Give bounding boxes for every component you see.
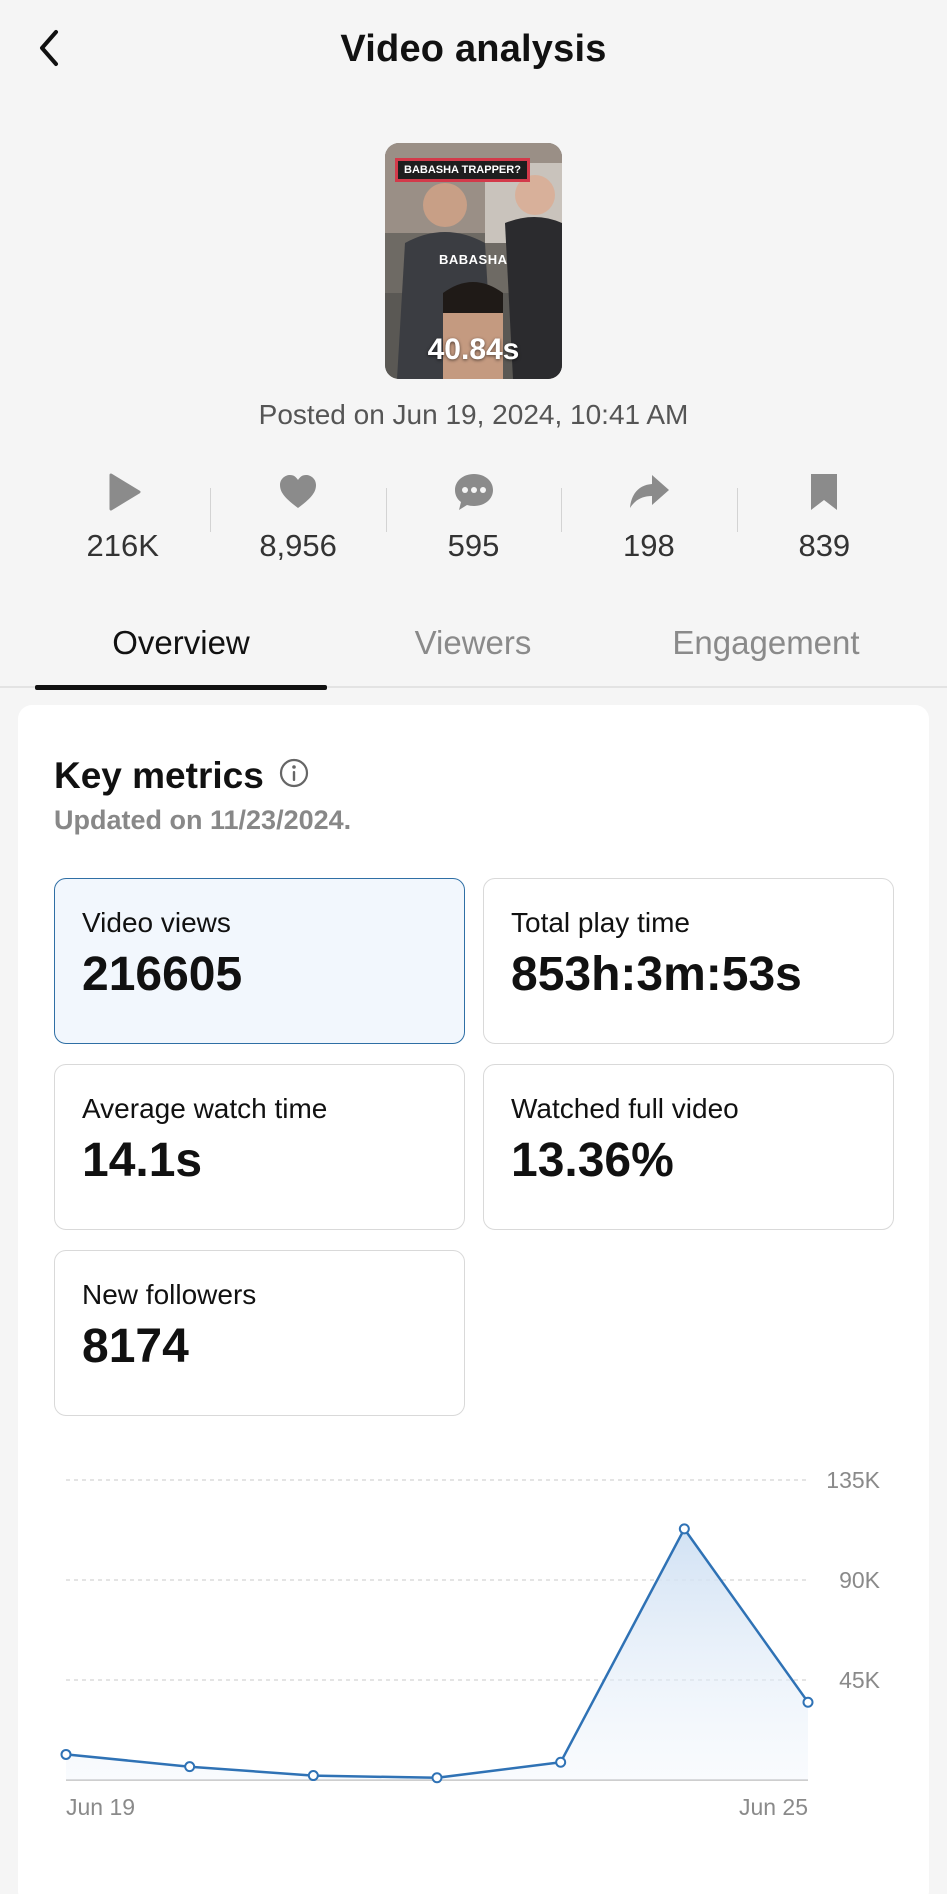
stat-likes: 8,956 — [210, 470, 385, 570]
heart-icon — [280, 475, 317, 508]
metric-value: 13.36% — [511, 1134, 674, 1187]
play-icon — [109, 473, 141, 511]
tab-overview-label: Overview — [112, 624, 250, 661]
thumbnail-caption: BABASHA TRAPPER? — [395, 158, 530, 182]
stat-saves: 839 — [736, 470, 912, 570]
chart-data-point[interactable] — [678, 1523, 690, 1535]
chart-data-point[interactable] — [307, 1770, 319, 1782]
metric-average-watch-time[interactable]: Average watch time 14.1s — [54, 1064, 465, 1230]
chart-y-tick-label: 45K — [839, 1667, 881, 1693]
metric-label: Video views — [82, 907, 231, 938]
chart-data-point[interactable] — [60, 1748, 72, 1760]
tab-overview[interactable]: Overview — [35, 620, 327, 690]
metric-label: Total play time — [511, 907, 690, 938]
shares-count: 198 — [623, 528, 675, 563]
engagement-stats: 216K 8,956 595 198 839 — [35, 470, 912, 570]
chart-y-tick-label: 90K — [839, 1567, 881, 1593]
stat-comments: 595 — [385, 470, 561, 570]
chart-data-point[interactable] — [802, 1696, 814, 1708]
metric-label: Watched full video — [511, 1093, 739, 1124]
updated-date: Updated on 11/23/2024. — [54, 805, 352, 835]
tab-viewers-label: Viewers — [414, 624, 532, 661]
metric-value: 8174 — [82, 1320, 189, 1373]
metric-label: New followers — [82, 1279, 257, 1310]
info-icon[interactable] — [278, 757, 310, 789]
metric-new-followers[interactable]: New followers 8174 — [54, 1250, 465, 1416]
chart-x-tick-label: Jun 19 — [66, 1794, 135, 1820]
chart-y-tick-label: 135K — [826, 1467, 880, 1493]
comments-count: 595 — [447, 528, 500, 563]
tab-active-indicator — [35, 685, 327, 690]
key-metrics-title: Key metrics — [54, 755, 264, 796]
video-views-chart: 135K 90K 45K Jun 19 Jun 25 — [60, 1467, 881, 1820]
chart-data-point[interactable] — [431, 1772, 443, 1784]
chart-area-fill — [66, 1528, 808, 1780]
comment-icon — [454, 474, 493, 510]
thumbnail-overlay-text: BABASHA — [439, 252, 508, 267]
chart-x-tick-label: Jun 25 — [739, 1794, 808, 1820]
stat-shares: 198 — [561, 470, 736, 570]
top-bar: Video analysis — [0, 0, 947, 100]
views-count: 216K — [86, 528, 159, 563]
metric-watched-full-video[interactable]: Watched full video 13.36% — [483, 1064, 894, 1230]
saves-count: 839 — [798, 528, 851, 563]
likes-count: 8,956 — [259, 528, 337, 563]
metric-value: 14.1s — [82, 1134, 203, 1187]
tab-engagement-label: Engagement — [672, 624, 860, 661]
page-title: Video analysis — [340, 28, 607, 70]
metric-video-views[interactable]: Video views 216605 — [54, 878, 465, 1044]
metric-value: 853h:3m:53s — [511, 948, 802, 1001]
tab-viewers[interactable]: Viewers — [327, 620, 619, 688]
video-thumbnail[interactable]: BABASHA TRAPPER? BABASHA 40.84s — [385, 143, 562, 379]
metric-total-play-time[interactable]: Total play time 853h:3m:53s — [483, 878, 894, 1044]
stat-views: 216K — [35, 470, 210, 570]
key-metrics-card: Key metrics Updated on 11/23/2024. Video… — [18, 705, 929, 1894]
metric-label: Average watch time — [82, 1093, 328, 1124]
metric-value: 216605 — [82, 948, 243, 1001]
analysis-tabs: Overview Viewers Engagement — [0, 620, 947, 690]
chart-data-point[interactable] — [555, 1756, 567, 1768]
share-icon — [629, 475, 669, 508]
tab-engagement[interactable]: Engagement — [620, 620, 912, 688]
posted-date: Posted on Jun 19, 2024, 10:41 AM — [258, 399, 689, 430]
bookmark-icon — [811, 474, 838, 510]
back-arrow-icon[interactable] — [30, 26, 74, 70]
video-duration: 40.84s — [427, 333, 520, 366]
chart-data-point[interactable] — [184, 1761, 196, 1773]
